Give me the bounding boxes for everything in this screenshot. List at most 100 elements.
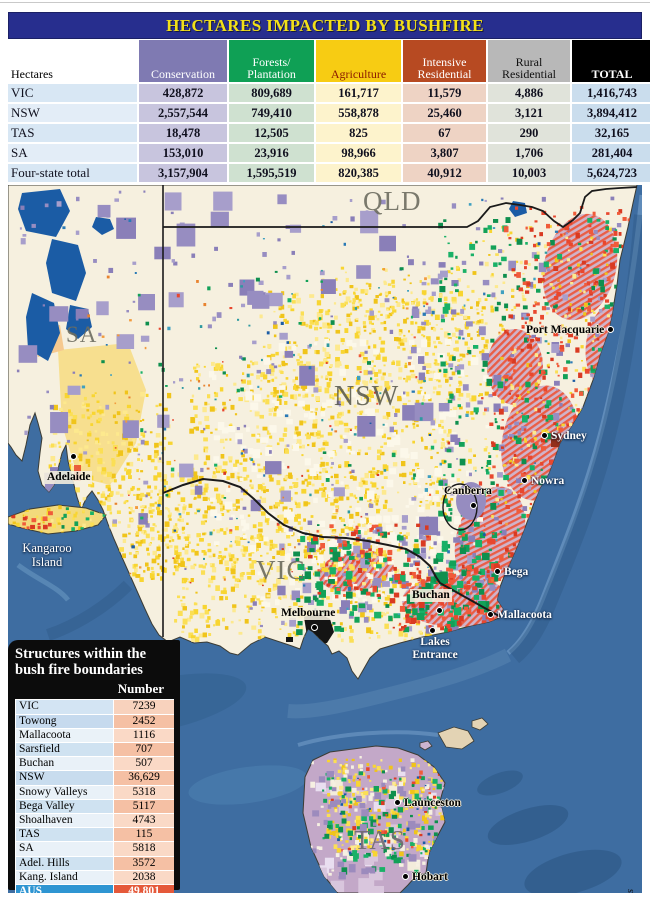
table-row-value: 707 bbox=[114, 743, 174, 757]
table-row-value: 7239 bbox=[114, 700, 174, 714]
table-cell: 1,416,743 bbox=[572, 84, 650, 102]
structures-rows: VIC 7239 Towong 2452 Mallacoota 1116 Sarsfi… bbox=[15, 699, 174, 893]
table-cell: 98,966 bbox=[316, 144, 401, 162]
table-cell: 23,916 bbox=[229, 144, 314, 162]
table-row-value: 36,629 bbox=[114, 771, 174, 785]
structures-title: Structures within the bush fire boundari… bbox=[15, 646, 147, 679]
city-dot bbox=[487, 611, 494, 619]
column-header-forests: Forests/ Plantation bbox=[229, 40, 314, 82]
row-label: TAS bbox=[8, 124, 137, 142]
top-rule bbox=[0, 2, 650, 3]
table-row-label: SA bbox=[16, 842, 113, 856]
city-label-nowra: Nowra bbox=[521, 475, 564, 488]
table-cell: 5,624,723 bbox=[572, 164, 650, 182]
title-bar: HECTARES IMPACTED BY BUSHFIRE bbox=[8, 12, 642, 39]
table-row-value: 1116 bbox=[114, 728, 174, 743]
table-cell: 428,872 bbox=[139, 84, 227, 102]
table-cell: 153,010 bbox=[139, 144, 227, 162]
table-cell: 2,557,544 bbox=[139, 104, 227, 122]
column-header-total: TOTAL bbox=[572, 40, 650, 82]
table-cell: 40,912 bbox=[403, 164, 486, 182]
state-label-tas: TAS bbox=[354, 825, 406, 855]
table-cell: 18,478 bbox=[139, 124, 227, 142]
table-cell: 1,706 bbox=[488, 144, 570, 162]
table-row-value: 4743 bbox=[114, 813, 174, 828]
column-header-hectares: Hectares bbox=[8, 40, 137, 82]
city-dot bbox=[494, 568, 501, 576]
structures-number-header: Number bbox=[117, 681, 164, 697]
table-cell: 809,689 bbox=[229, 84, 314, 102]
table-row-value: 5818 bbox=[114, 842, 174, 856]
table-cell: 3,894,412 bbox=[572, 104, 650, 122]
table-cell: 32,165 bbox=[572, 124, 650, 142]
bushfire-map: QLD SA NSW VIC TAS Port Macquarie Sydney… bbox=[8, 185, 642, 893]
table-cell: 749,410 bbox=[229, 104, 314, 122]
table-cell: 3,121 bbox=[488, 104, 570, 122]
table-row-value: 5117 bbox=[114, 799, 174, 813]
column-header-conservation: Conservation bbox=[139, 40, 227, 82]
state-label-nsw: NSW bbox=[334, 381, 400, 412]
table-row-value: 2452 bbox=[114, 714, 174, 728]
table-row-label: VIC bbox=[16, 700, 113, 714]
table-row-label: Adel. Hills bbox=[16, 856, 113, 870]
city-dot bbox=[402, 873, 409, 881]
city-label-buchan: Buchan bbox=[410, 589, 452, 602]
table-cell: 10,003 bbox=[488, 164, 570, 182]
island-label-kangaroo-island: Kangaroo Island bbox=[22, 541, 72, 569]
table-row-value: 3572 bbox=[114, 856, 174, 870]
table-row-value: 5318 bbox=[114, 785, 174, 799]
table-cell: 3,157,904 bbox=[139, 164, 227, 182]
table-row-value: 2038 bbox=[114, 870, 174, 884]
table-cell: 1,595,519 bbox=[229, 164, 314, 182]
city-label-adelaide: Adelaide bbox=[45, 471, 93, 484]
source-credit: Source: Digital Agriculture Services bbox=[624, 889, 636, 893]
table-cell: 161,717 bbox=[316, 84, 401, 102]
row-label: Four-state total bbox=[8, 164, 137, 182]
table-cell: 11,579 bbox=[403, 84, 486, 102]
state-label-qld: QLD bbox=[363, 186, 422, 216]
city-label-port-macquarie: Port Macquarie bbox=[526, 324, 615, 337]
table-row-label: Bega Valley bbox=[16, 799, 113, 813]
structures-panel: Structures within the bush fire boundari… bbox=[8, 640, 180, 893]
table-row-label: TAS bbox=[16, 828, 113, 842]
row-label: SA bbox=[8, 144, 137, 162]
column-header-intensive-residential: Intensive Residential bbox=[403, 40, 486, 82]
city-dot bbox=[607, 326, 615, 334]
city-dot-buchan bbox=[436, 607, 443, 614]
state-label-sa: SA bbox=[66, 322, 98, 347]
table-row-label: AUS bbox=[16, 884, 113, 893]
city-label-lakes-entrance: Lakes Entrance bbox=[412, 636, 458, 661]
table-cell: 558,878 bbox=[316, 104, 401, 122]
city-dot bbox=[394, 799, 401, 807]
table-cell: 12,505 bbox=[229, 124, 314, 142]
city-label-hobart: Hobart bbox=[402, 871, 448, 884]
table-row-label: NSW bbox=[16, 771, 113, 785]
table-cell: 825 bbox=[316, 124, 401, 142]
city-label-canberra: Canberra bbox=[444, 485, 492, 497]
column-header-rural-residential: Rural Residential bbox=[488, 40, 570, 82]
table-row-value: 507 bbox=[114, 757, 174, 771]
city-dot bbox=[541, 432, 548, 440]
table-row-label: Kang. Island bbox=[16, 870, 113, 884]
city-label-sydney: Sydney bbox=[541, 430, 587, 443]
hectares-table: Hectares Conservation Forests/ Plantatio… bbox=[8, 40, 650, 182]
table-cell: 3,807 bbox=[403, 144, 486, 162]
city-dot-melbourne bbox=[311, 624, 318, 631]
row-label: VIC bbox=[8, 84, 137, 102]
table-cell: 290 bbox=[488, 124, 570, 142]
city-label-melbourne: Melbourne bbox=[279, 607, 338, 620]
city-dot-canberra bbox=[470, 502, 477, 509]
city-dot bbox=[521, 477, 528, 485]
table-cell: 25,460 bbox=[403, 104, 486, 122]
row-label: NSW bbox=[8, 104, 137, 122]
column-header-agriculture: Agriculture bbox=[316, 40, 401, 82]
table-row-label: Snowy Valleys bbox=[16, 785, 113, 799]
table-row-label: Mallacoota bbox=[16, 728, 113, 743]
state-label-vic: VIC bbox=[256, 555, 306, 585]
city-label-bega: Bega bbox=[494, 566, 528, 579]
table-row-value: 115 bbox=[114, 828, 174, 842]
table-cell: 67 bbox=[403, 124, 486, 142]
table-row-label: Sarsfield bbox=[16, 743, 113, 757]
city-label-mallacoota: Mallacoota bbox=[487, 609, 552, 622]
